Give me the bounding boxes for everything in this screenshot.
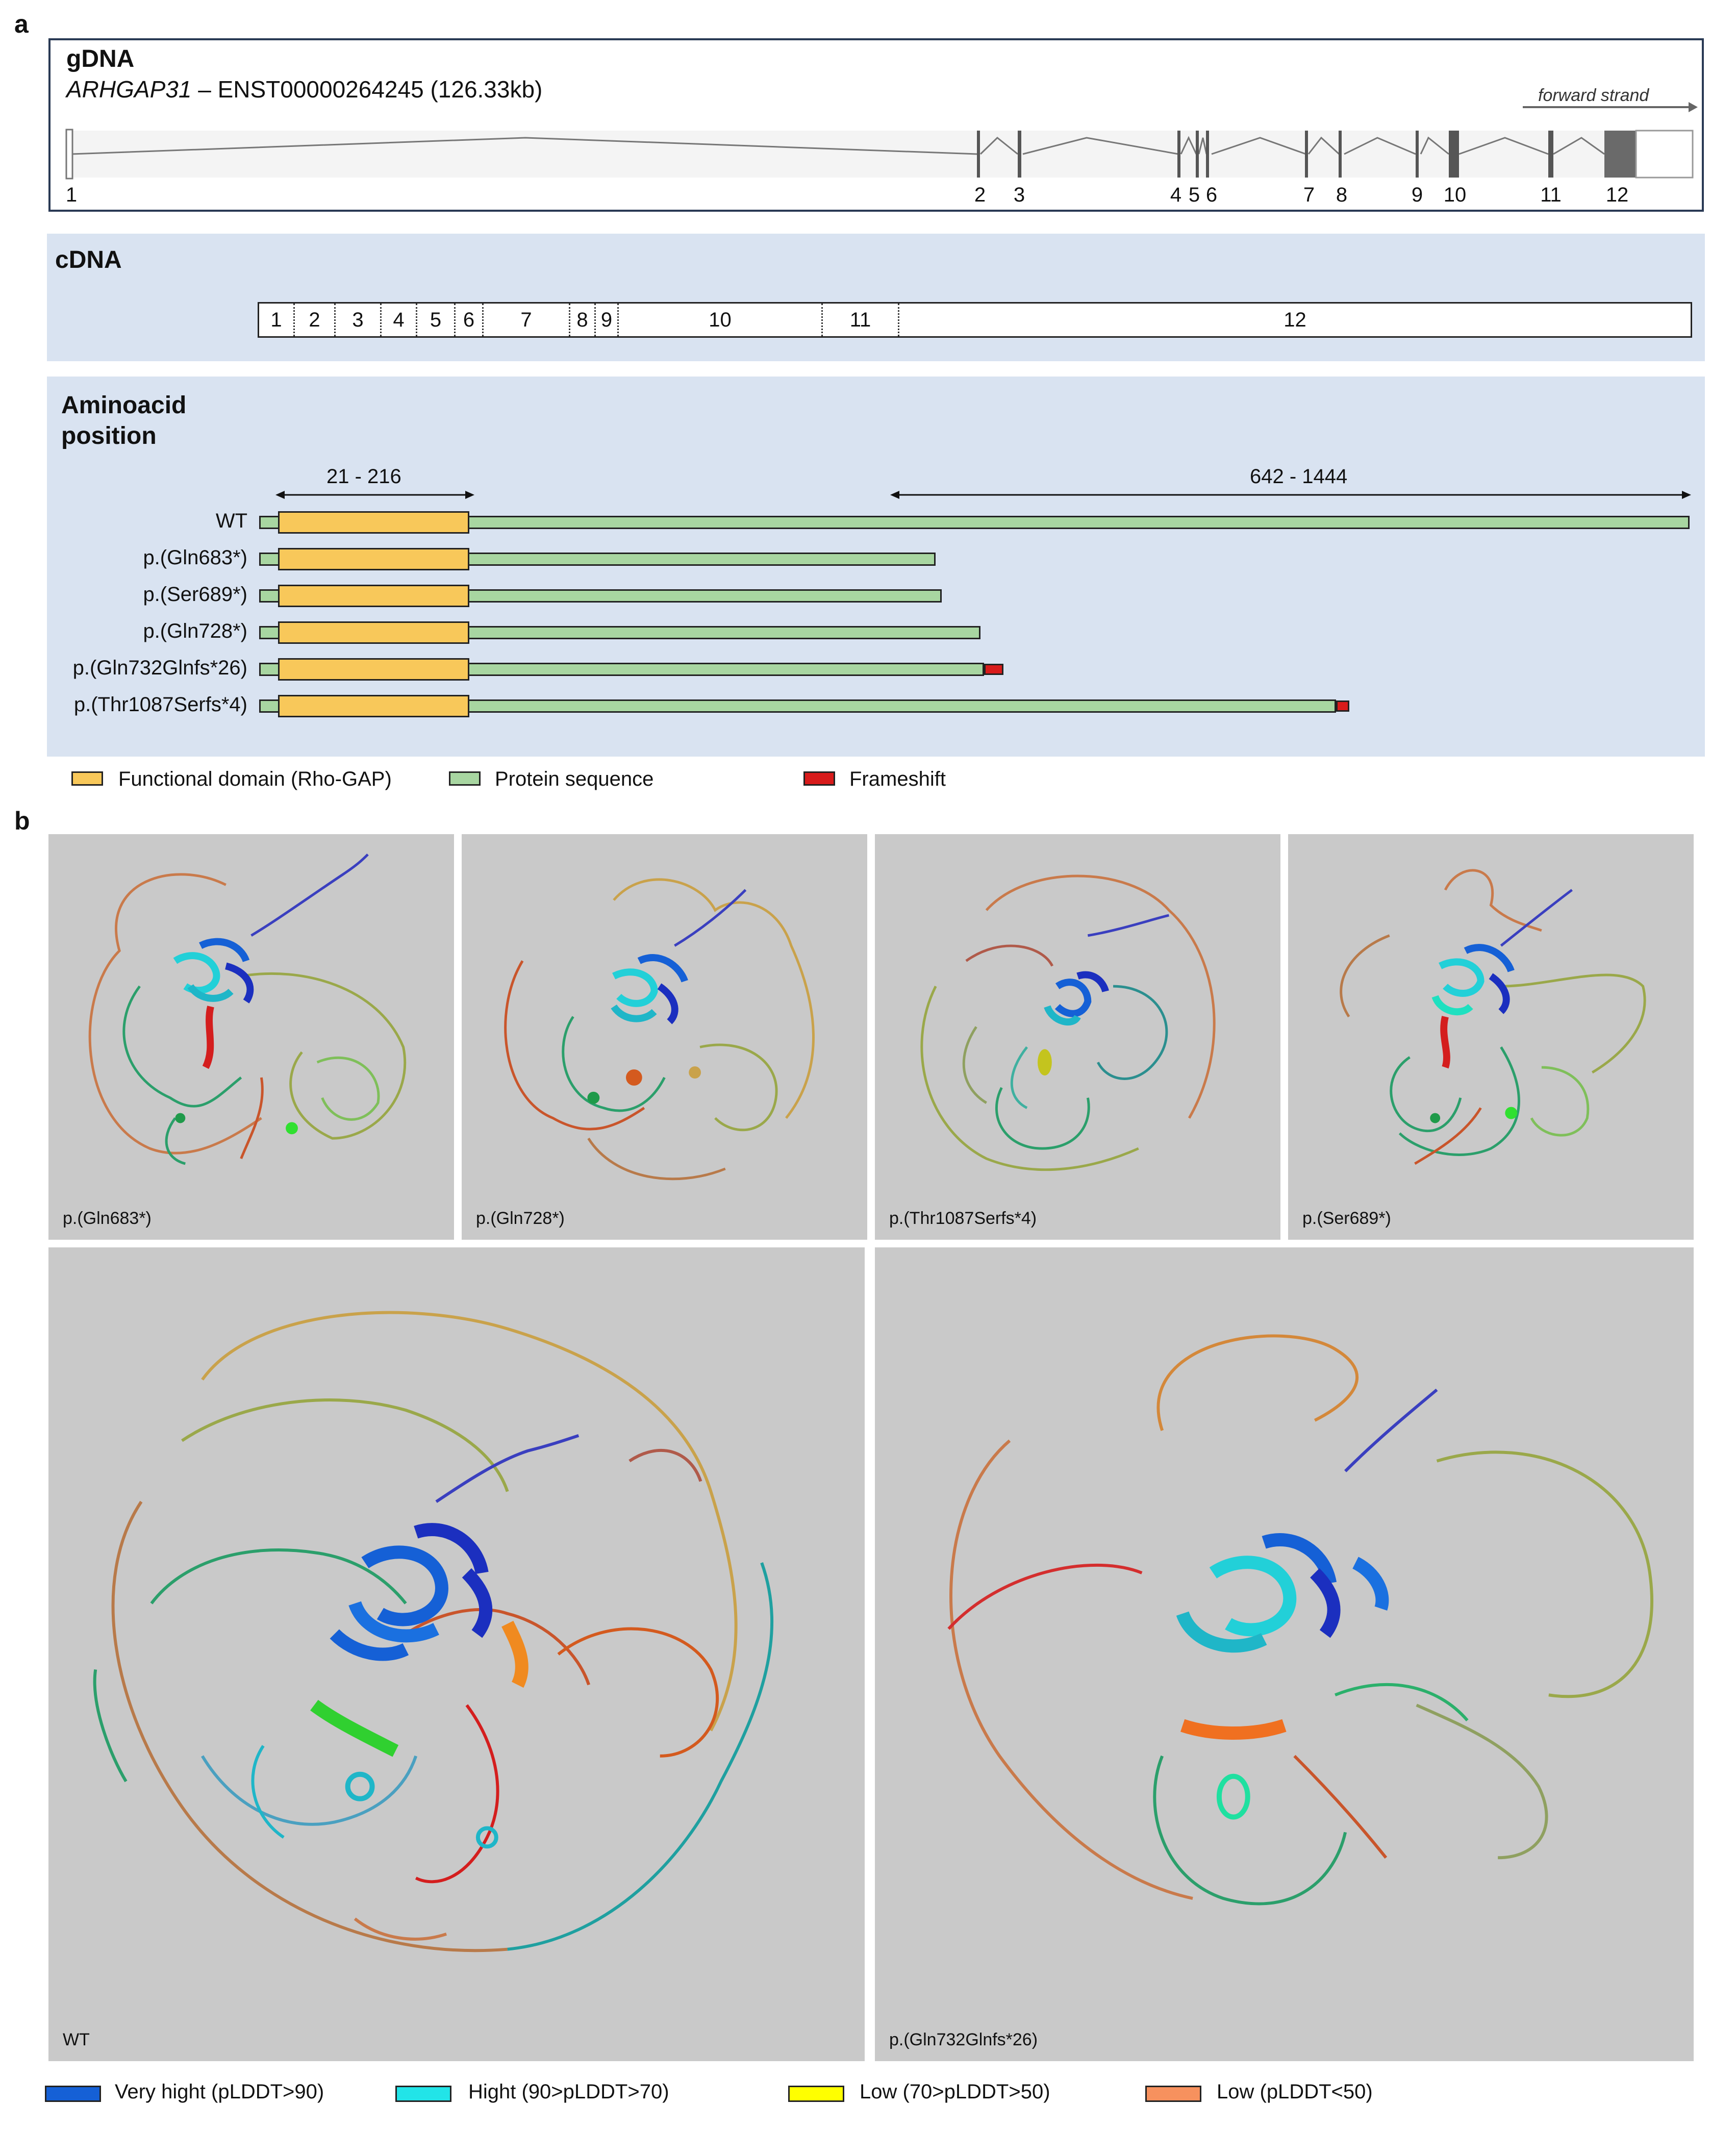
gdna-box [48, 38, 1704, 212]
aminoacid-title-line2: position [61, 422, 157, 449]
cdna-segment: 6 [456, 304, 484, 336]
cdna-segment: 1 [259, 304, 295, 336]
exon-number: 12 [1605, 184, 1629, 206]
legend-swatch-frameshift [803, 771, 835, 786]
panel-letter-b: b [14, 807, 30, 835]
rho-gap-domain-bar [278, 621, 469, 644]
rho-gap-domain-bar [278, 658, 469, 681]
exon-number: 4 [1170, 184, 1182, 206]
rho-gap-domain-bar [278, 548, 469, 570]
protein-sequence-bar [259, 516, 1690, 529]
exon-number: 7 [1303, 184, 1315, 206]
cdna-segment: 9 [596, 304, 619, 336]
structure-thr1087: p.(Thr1087Serfs*4) [875, 834, 1280, 1240]
legend-swatch-high [395, 2086, 451, 2102]
structure-render [920, 874, 1216, 1171]
legend-swatch-very-high [45, 2086, 101, 2102]
right-range-label: 642 - 1444 [1250, 465, 1348, 488]
rho-gap-domain-bar [278, 695, 469, 717]
domain-range-arrow [275, 491, 474, 499]
exon-number: 5 [1188, 184, 1200, 206]
structure-render [88, 853, 407, 1165]
legend-swatch-sequence [449, 771, 481, 786]
structure-render [947, 1334, 1654, 1906]
structure-label-thr1087: p.(Thr1087Serfs*4) [889, 1209, 1037, 1228]
exon-number: 3 [1013, 184, 1025, 206]
structure-render [1340, 869, 1646, 1165]
variant-label: WT [215, 510, 247, 532]
right-range-arrow [890, 491, 1691, 499]
exon-number: 1 [65, 184, 78, 206]
gene-structure [65, 129, 1694, 180]
legend-domain-text: Functional domain (Rho-GAP) [118, 768, 392, 790]
gdna-title: gDNA [66, 45, 135, 72]
legend-low-text: Low (70>pLDDT>50) [860, 2081, 1050, 2103]
variant-label: p.(Gln728*) [143, 620, 247, 642]
structure-label-gln732: p.(Gln732Glnfs*26) [889, 2030, 1038, 2049]
cdna-segment: 12 [1284, 308, 1306, 331]
forward-strand-arrow [1523, 102, 1698, 112]
cdna-segment: 4 [382, 304, 417, 336]
structure-gln732: p.(Gln732Glnfs*26) [875, 1247, 1694, 2061]
cdna-segment: 2 [295, 304, 336, 336]
structure-ser689: p.(Ser689*) [1288, 834, 1694, 1240]
cdna-segment: 11 [823, 304, 899, 336]
structure-label-gln683: p.(Gln683*) [63, 1209, 152, 1228]
cdna-panel [47, 234, 1705, 361]
legend-sequence-text: Protein sequence [495, 768, 654, 790]
rho-gap-domain-bar [278, 585, 469, 607]
panel-letter-a: a [14, 10, 29, 38]
domain-range-label: 21 - 216 [326, 465, 401, 488]
cdna-segment: 8 [570, 304, 596, 336]
aminoacid-title: Aminoacid position [61, 390, 186, 452]
exon-number: 9 [1411, 184, 1423, 206]
legend-very-high-text: Very hight (pLDDT>90) [115, 2081, 324, 2103]
variant-label: p.(Thr1087Serfs*4) [73, 693, 247, 716]
legend-swatch-domain [71, 771, 103, 786]
cdna-title: cDNA [55, 246, 122, 273]
legend-swatch-very-low [1145, 2086, 1201, 2102]
legend-swatch-low [788, 2086, 844, 2102]
variant-label: p.(Ser689*) [143, 583, 247, 606]
gene-name: ARHGAP31 [66, 76, 192, 103]
legend-frameshift-text: Frameshift [849, 768, 946, 790]
structure-gln728: p.(Gln728*) [462, 834, 867, 1240]
rho-gap-domain-bar [278, 511, 469, 534]
exon-number: 10 [1443, 184, 1467, 206]
cdna-strip: 1 2 3 4 5 6 7 8 9 10 11 12 [258, 302, 1692, 338]
structure-render [93, 1311, 774, 1952]
structure-label-gln728: p.(Gln728*) [476, 1209, 565, 1228]
legend-very-low-text: Low (pLDDT<50) [1217, 2081, 1373, 2103]
structure-label-wt: WT [63, 2030, 90, 2049]
variant-label: p.(Gln683*) [143, 546, 247, 569]
cdna-segment: 3 [336, 304, 382, 336]
legend-high-text: Hight (90>pLDDT>70) [468, 2081, 669, 2103]
cdna-segment: 10 [619, 304, 823, 336]
frameshift-bar [1336, 700, 1349, 712]
structure-label-ser689: p.(Ser689*) [1302, 1209, 1391, 1228]
exon-number: 8 [1336, 184, 1348, 206]
cdna-segment: 7 [484, 304, 570, 336]
gdna-subtitle: ARHGAP31 – ENST00000264245 (126.33kb) [66, 76, 542, 103]
forward-strand-label: forward strand [1538, 86, 1649, 105]
structure-gln683: p.(Gln683*) [48, 834, 454, 1240]
frameshift-bar [984, 664, 1004, 675]
exon-number-row: 1 2 3 4 5 6 7 8 9 10 11 12 [0, 184, 1736, 209]
exon-number: 2 [974, 184, 986, 206]
exon-number: 11 [1540, 184, 1562, 206]
aminoacid-title-line1: Aminoacid [61, 392, 187, 419]
variant-label: p.(Gln732Glnfs*26) [72, 657, 247, 679]
exon-number: 6 [1205, 184, 1218, 206]
structure-wt: WT [48, 1247, 865, 2061]
transcript-id: – ENST00000264245 (126.33kb) [198, 76, 543, 103]
cdna-segment: 5 [417, 304, 456, 336]
structure-render [504, 878, 815, 1181]
